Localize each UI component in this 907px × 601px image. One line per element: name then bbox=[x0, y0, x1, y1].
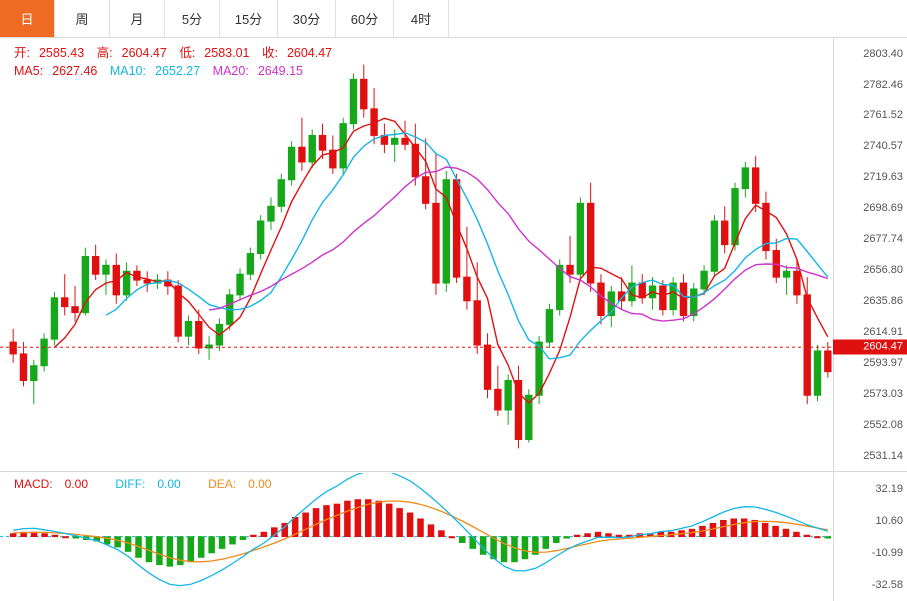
price-axis-tick: 2677.74 bbox=[863, 233, 903, 246]
macd-axis: 32.19 10.60 -10.99 -32.58 bbox=[833, 473, 907, 601]
price-axis-tick: 2719.63 bbox=[863, 171, 903, 184]
price-axis-tick: 2761.52 bbox=[863, 109, 903, 122]
candlestick-svg bbox=[0, 64, 833, 449]
price-axis-tick: 2782.46 bbox=[863, 78, 903, 91]
price-axis-tick: 2552.08 bbox=[863, 418, 903, 431]
price-axis-tick: 2593.97 bbox=[863, 356, 903, 369]
price-axis-tick: 2740.57 bbox=[863, 140, 903, 153]
tab-4hour[interactable]: 4时 bbox=[394, 0, 449, 37]
tab-5min-label: 5分 bbox=[181, 12, 203, 27]
tab-day-label: 日 bbox=[20, 12, 34, 27]
price-axis-tick: 2698.69 bbox=[863, 202, 903, 215]
tab-day[interactable]: 日 bbox=[0, 0, 55, 37]
tab-60min[interactable]: 60分 bbox=[336, 0, 394, 37]
tab-week[interactable]: 周 bbox=[55, 0, 110, 37]
timeframe-toolbar: 日 周 月 5分 15分 30分 60分 4时 bbox=[0, 0, 907, 38]
tab-60min-label: 60分 bbox=[350, 12, 379, 27]
tab-30min-label: 30分 bbox=[292, 12, 321, 27]
price-axis-tick: 2635.86 bbox=[863, 294, 903, 307]
macd-axis-tick: -32.58 bbox=[871, 578, 903, 591]
tab-week-label: 周 bbox=[75, 12, 89, 27]
tab-4hour-label: 4时 bbox=[410, 12, 432, 27]
price-axis: 2803.40 2782.46 2761.52 2740.57 2719.63 2698.… bbox=[833, 38, 907, 471]
price-axis-tick: 2614.91 bbox=[863, 325, 903, 338]
tab-15min[interactable]: 15分 bbox=[220, 0, 278, 37]
last-price-tag: 2604.47 bbox=[833, 339, 907, 355]
tab-month[interactable]: 月 bbox=[110, 0, 165, 37]
macd-axis-tick: -10.99 bbox=[871, 546, 903, 559]
tab-5min[interactable]: 5分 bbox=[165, 0, 220, 37]
price-plot[interactable] bbox=[0, 38, 833, 471]
price-axis-tick: 2573.03 bbox=[863, 387, 903, 400]
price-pane: 开: 2585.43 高: 2604.47 低: 2583.01 收: 2604.47 … bbox=[0, 38, 907, 472]
macd-pane: MACD: 0.00 DIFF: 0.00 DEA: 0.00 32.19 10.60-… bbox=[0, 473, 907, 601]
price-axis-tick: 2531.14 bbox=[863, 449, 903, 462]
tab-30min[interactable]: 30分 bbox=[278, 0, 336, 37]
price-axis-tick: 2803.40 bbox=[863, 47, 903, 60]
chart-area: 开: 2585.43 高: 2604.47 低: 2583.01 收: 2604.47 … bbox=[0, 38, 907, 601]
macd-axis-tick: 32.19 bbox=[875, 482, 903, 495]
tab-month-label: 月 bbox=[130, 12, 144, 27]
macd-svg bbox=[0, 473, 833, 587]
tab-15min-label: 15分 bbox=[234, 12, 263, 27]
macd-axis-tick: 10.60 bbox=[875, 514, 903, 527]
macd-plot[interactable] bbox=[0, 473, 833, 601]
price-axis-tick: 2656.80 bbox=[863, 264, 903, 277]
